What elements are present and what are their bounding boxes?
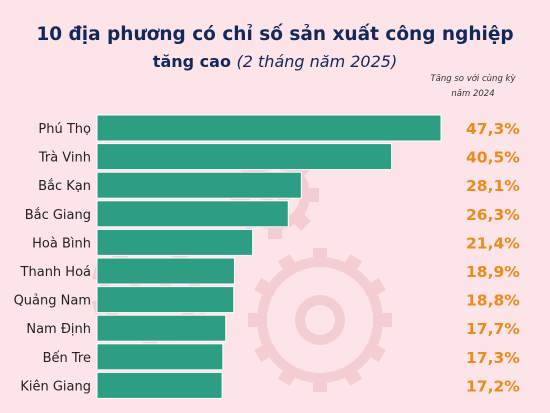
value-note: Tăng so với cùng kỳ năm 2024 — [408, 72, 538, 102]
bar — [96, 200, 289, 228]
subtitle-period: (2 tháng năm 2025) — [236, 52, 398, 71]
category-label: Nam Định — [26, 322, 91, 337]
gear-tooth — [341, 254, 363, 276]
bar — [96, 314, 227, 342]
gear-tooth — [248, 313, 264, 327]
value-label: 21,4% — [466, 234, 520, 252]
subtitle-bold: tăng cao — [152, 52, 231, 71]
bar — [96, 228, 254, 256]
note-line-1: Tăng so với cùng kỳ — [430, 74, 516, 84]
value-label: 17,2% — [466, 377, 520, 395]
gear-tooth — [313, 248, 327, 264]
bar — [96, 114, 442, 142]
gear-tooth — [364, 341, 386, 363]
gear-tooth — [341, 364, 363, 386]
bar — [96, 343, 224, 371]
category-label: Phú Thọ — [38, 122, 91, 137]
gear-tooth — [376, 313, 392, 327]
chart-subtitle: tăng cao (2 tháng năm 2025) — [0, 52, 550, 71]
note-line-2: năm 2024 — [451, 89, 495, 99]
value-label: 47,3% — [466, 120, 520, 138]
bar — [96, 371, 223, 399]
gear-tooth — [277, 364, 299, 386]
gear-tooth — [254, 341, 276, 363]
category-label: Bắc Giang — [25, 208, 91, 223]
category-label: Hoà Bình — [32, 236, 91, 251]
value-label: 17,3% — [466, 349, 520, 367]
chart-title: 10 địa phương có chỉ số sản xuất công ng… — [36, 24, 514, 45]
value-label: 28,1% — [466, 177, 520, 195]
value-label: 17,7% — [466, 320, 520, 338]
bar — [96, 257, 235, 285]
gear-tooth — [313, 376, 327, 392]
category-label: Thanh Hoá — [20, 265, 91, 280]
bar — [96, 286, 235, 314]
value-label: 18,9% — [466, 263, 520, 281]
category-label: Kiên Giang — [20, 379, 91, 394]
bar — [96, 171, 302, 199]
gear-tooth — [364, 277, 386, 299]
gear-tooth — [254, 277, 276, 299]
gear-tooth — [277, 254, 299, 276]
gear-tooth — [303, 188, 319, 202]
category-label: Bến Tre — [43, 351, 91, 366]
category-label: Quảng Nam — [14, 294, 91, 309]
value-label: 40,5% — [466, 149, 520, 167]
value-label: 18,8% — [466, 292, 520, 310]
gear-tooth — [289, 209, 312, 232]
category-label: Trà Vinh — [38, 151, 91, 166]
bar — [96, 143, 393, 171]
value-label: 26,3% — [466, 206, 520, 224]
category-label: Bắc Kạn — [38, 179, 91, 194]
